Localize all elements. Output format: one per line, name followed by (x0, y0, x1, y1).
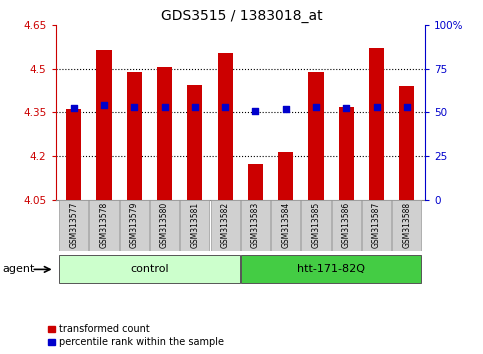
Bar (309, 72, 324, 200)
Bar (89, 200, 118, 251)
Text: htt-171-82Q: htt-171-82Q (297, 264, 365, 274)
Bar (248, 164, 263, 200)
Bar (399, 86, 414, 200)
Text: GSM313583: GSM313583 (251, 201, 260, 248)
Bar (339, 107, 354, 200)
Text: GSM313586: GSM313586 (342, 201, 351, 248)
Text: GSM313579: GSM313579 (130, 201, 139, 248)
Point (191, 104, 199, 109)
Bar (157, 67, 172, 200)
Bar (180, 200, 210, 251)
Bar (362, 200, 391, 251)
Bar (59, 200, 88, 251)
Point (100, 102, 108, 108)
Text: GSM313578: GSM313578 (99, 201, 109, 248)
Point (221, 104, 229, 109)
Point (130, 104, 138, 109)
Point (70, 105, 78, 111)
Text: GSM313577: GSM313577 (69, 201, 78, 248)
Text: GSM313585: GSM313585 (312, 201, 321, 248)
Point (252, 108, 259, 114)
Text: GSM313588: GSM313588 (402, 201, 412, 248)
Bar (120, 200, 149, 251)
Text: control: control (130, 264, 169, 274)
Bar (369, 48, 384, 200)
Text: GSM313581: GSM313581 (190, 201, 199, 248)
Legend: transformed count, percentile rank within the sample: transformed count, percentile rank withi… (48, 325, 224, 347)
Bar (241, 200, 270, 251)
Text: GDS3515 / 1383018_at: GDS3515 / 1383018_at (161, 9, 322, 23)
Point (312, 104, 320, 109)
Bar (332, 200, 361, 251)
Bar (127, 72, 142, 200)
Bar (278, 152, 293, 200)
Bar (150, 200, 179, 251)
Text: GSM313580: GSM313580 (160, 201, 169, 248)
Point (342, 105, 350, 111)
Point (161, 104, 169, 109)
Bar (217, 52, 233, 200)
Point (373, 104, 381, 109)
Point (403, 104, 411, 109)
Text: GSM313587: GSM313587 (372, 201, 381, 248)
Bar (187, 85, 202, 200)
Bar (66, 109, 81, 200)
Bar (392, 200, 421, 251)
Bar (271, 200, 300, 251)
Text: GSM313584: GSM313584 (281, 201, 290, 248)
Bar (241, 255, 421, 284)
Text: agent: agent (2, 264, 35, 274)
Bar (97, 50, 112, 200)
Bar (211, 200, 240, 251)
Text: GSM313582: GSM313582 (221, 201, 229, 248)
Bar (301, 200, 330, 251)
Bar (59, 255, 240, 284)
Point (282, 107, 290, 112)
